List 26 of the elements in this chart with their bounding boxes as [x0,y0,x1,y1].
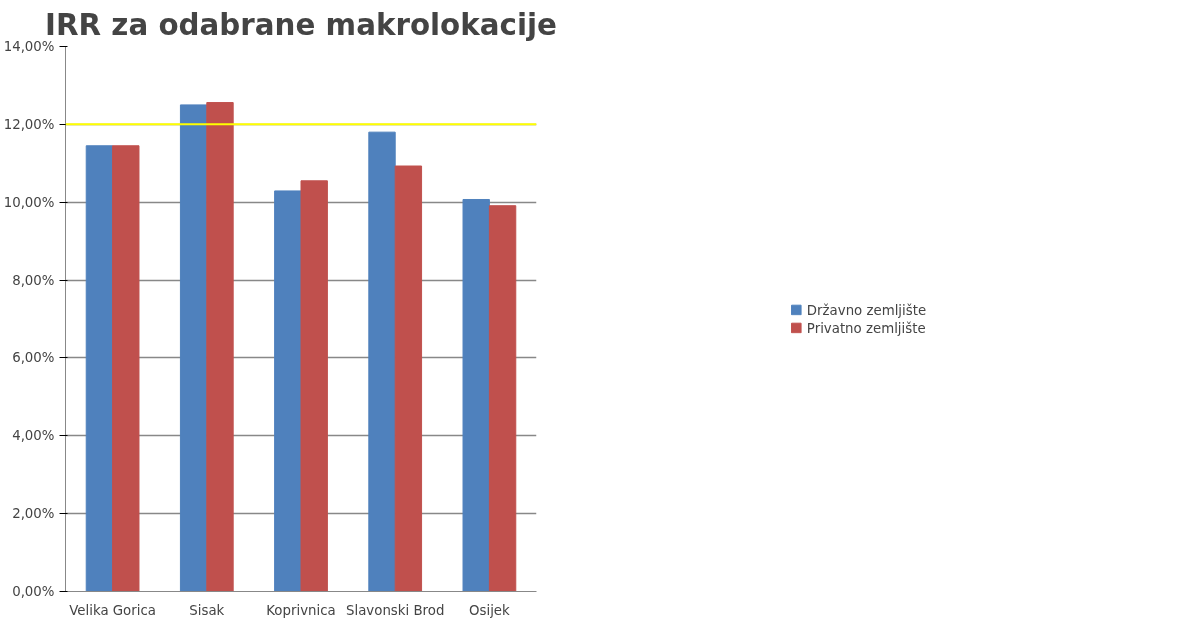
x-tick-label: Velika Gorica [69,602,156,618]
y-tick-label: 0,00% [12,584,55,599]
y-tick-label: 6,00% [12,350,55,366]
y-tick-label: 4,00% [12,428,55,444]
x-tick-label: Slavonski Brod [346,602,445,618]
x-tick-label: Osijek [469,602,511,618]
y-tick-label: 10,00% [3,194,55,210]
bar [488,205,517,592]
bar [394,165,423,592]
legend-label: Privatno zemljište [806,320,926,335]
bar [462,198,490,592]
bar [206,102,234,592]
bar [274,190,302,592]
x-tick-label: Koprivnica [266,602,336,618]
bar [85,145,114,592]
x-tick-label: Sisak [189,602,225,618]
bar [368,131,396,592]
y-tick-label: 12,00% [3,116,55,132]
y-tick-label: 8,00% [12,272,55,288]
y-tick-label: 14,00% [3,39,55,54]
bar [300,180,328,592]
legend-label: Državno zemljište [806,302,927,317]
bar [112,145,140,592]
chart-title: IRR za odabrane makrolokacije [45,7,557,42]
bar [179,104,208,592]
y-tick-label: 2,00% [12,506,55,522]
